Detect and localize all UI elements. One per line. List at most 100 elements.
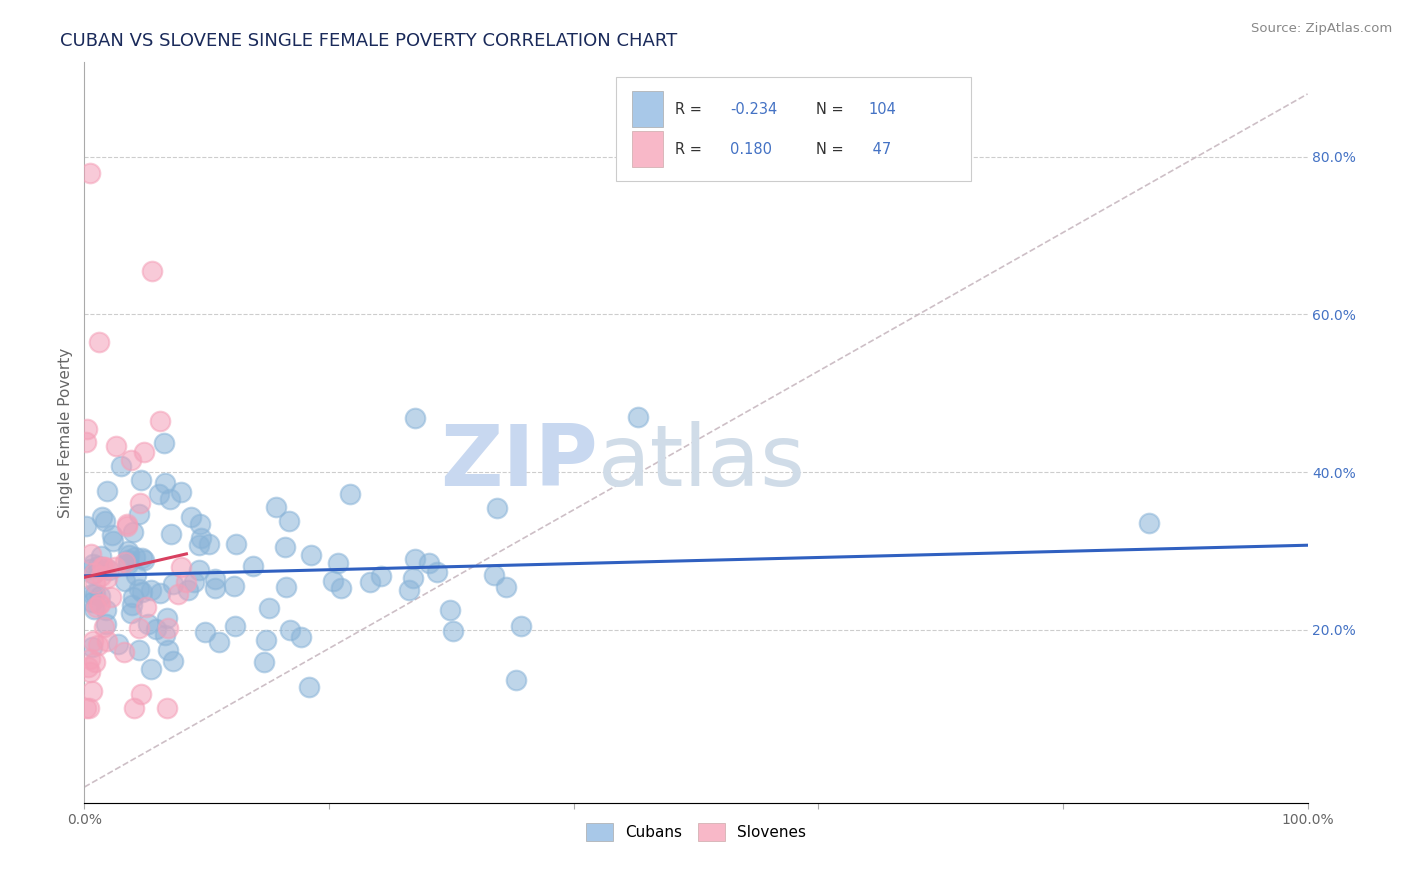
Text: N =: N = bbox=[815, 102, 848, 117]
Point bbox=[117, 544, 139, 558]
Text: atlas: atlas bbox=[598, 421, 806, 504]
Point bbox=[120, 606, 142, 620]
Point bbox=[177, 582, 200, 597]
Point bbox=[136, 616, 159, 631]
Point bbox=[97, 563, 120, 577]
Point bbox=[83, 655, 105, 669]
Point bbox=[100, 528, 122, 542]
Point bbox=[129, 473, 152, 487]
Point bbox=[96, 634, 118, 648]
Point bbox=[167, 587, 190, 601]
Point bbox=[121, 598, 143, 612]
Point bbox=[121, 590, 143, 604]
FancyBboxPatch shape bbox=[616, 78, 972, 181]
Point bbox=[160, 527, 183, 541]
Point bbox=[242, 558, 264, 573]
Point bbox=[82, 634, 104, 648]
Point bbox=[84, 576, 107, 591]
Text: N =: N = bbox=[815, 142, 848, 157]
Legend: Cubans, Slovenes: Cubans, Slovenes bbox=[579, 817, 813, 847]
Point bbox=[257, 600, 280, 615]
Point bbox=[131, 550, 153, 565]
Point bbox=[82, 684, 104, 698]
Point bbox=[118, 548, 141, 562]
Point bbox=[439, 603, 461, 617]
Point bbox=[157, 643, 180, 657]
Point bbox=[339, 487, 361, 501]
Point bbox=[128, 642, 150, 657]
Point bbox=[80, 594, 103, 608]
Point bbox=[131, 585, 153, 599]
Point bbox=[153, 436, 176, 450]
Point bbox=[75, 518, 97, 533]
Point bbox=[162, 654, 184, 668]
Point bbox=[94, 616, 117, 631]
Point bbox=[183, 574, 205, 589]
Point bbox=[87, 638, 110, 652]
Point bbox=[100, 591, 122, 605]
Point bbox=[82, 557, 104, 571]
Point bbox=[110, 458, 132, 473]
Point bbox=[176, 575, 198, 590]
Point bbox=[274, 580, 297, 594]
Point bbox=[114, 574, 136, 588]
FancyBboxPatch shape bbox=[633, 91, 664, 127]
Point bbox=[404, 551, 426, 566]
Point bbox=[79, 166, 101, 180]
Point bbox=[208, 634, 231, 648]
Point bbox=[90, 549, 112, 563]
Point bbox=[77, 660, 100, 674]
Point bbox=[443, 624, 465, 639]
Point bbox=[141, 582, 163, 597]
Point bbox=[370, 568, 392, 582]
Point bbox=[135, 600, 157, 615]
Point bbox=[128, 621, 150, 635]
Text: 47: 47 bbox=[869, 142, 891, 157]
Point bbox=[253, 655, 276, 669]
Point bbox=[225, 537, 247, 551]
Point bbox=[83, 587, 105, 601]
Point bbox=[93, 514, 115, 528]
Point bbox=[115, 518, 138, 533]
Point bbox=[75, 701, 97, 715]
Point bbox=[120, 453, 142, 467]
Point bbox=[482, 568, 505, 582]
Point bbox=[96, 603, 118, 617]
Text: 0.180: 0.180 bbox=[730, 142, 772, 157]
Point bbox=[90, 569, 112, 583]
Point bbox=[94, 559, 117, 574]
Point bbox=[101, 534, 124, 549]
Point bbox=[418, 557, 440, 571]
Point bbox=[398, 583, 420, 598]
Point bbox=[121, 524, 143, 539]
Point bbox=[149, 586, 172, 600]
Point bbox=[274, 540, 297, 554]
Point bbox=[80, 548, 103, 562]
Point bbox=[124, 701, 146, 715]
Point bbox=[145, 622, 167, 636]
Point bbox=[328, 556, 350, 570]
Point bbox=[510, 618, 533, 632]
Point bbox=[224, 619, 246, 633]
Point bbox=[114, 554, 136, 568]
Point bbox=[128, 507, 150, 521]
Point bbox=[80, 586, 103, 600]
Point bbox=[153, 475, 176, 490]
Point bbox=[149, 414, 172, 428]
Point bbox=[156, 621, 179, 635]
Point bbox=[89, 590, 111, 604]
Point bbox=[322, 574, 344, 589]
Point bbox=[87, 334, 110, 349]
Point bbox=[1137, 516, 1160, 531]
Point bbox=[190, 531, 212, 545]
Point bbox=[148, 487, 170, 501]
Point bbox=[128, 496, 150, 510]
Text: R =: R = bbox=[675, 142, 711, 157]
Point bbox=[627, 409, 650, 424]
Point bbox=[278, 623, 301, 637]
Point bbox=[79, 652, 101, 666]
Point bbox=[404, 411, 426, 425]
Text: Source: ZipAtlas.com: Source: ZipAtlas.com bbox=[1251, 22, 1392, 36]
Point bbox=[153, 628, 176, 642]
Point bbox=[254, 633, 277, 648]
